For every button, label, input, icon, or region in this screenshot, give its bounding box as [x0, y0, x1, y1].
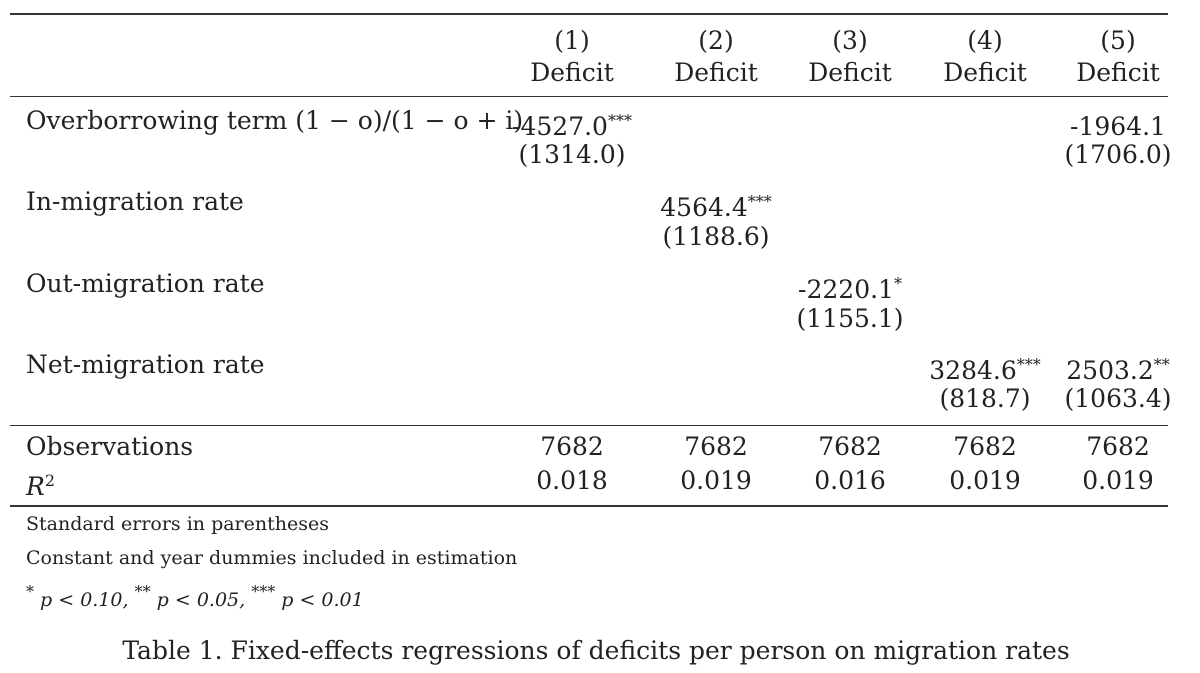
col-3-number: (3)	[832, 26, 868, 55]
r-squared-value: 0.018	[536, 466, 608, 495]
col-3-dep-var: Deficit	[808, 58, 892, 87]
se-cell: (1188.6)	[662, 222, 770, 251]
r-squared-value: 0.019	[1082, 466, 1154, 495]
col-4-dep-var: Deficit	[943, 58, 1027, 87]
top-rule	[10, 13, 1168, 15]
coef-cell: 4564.4***	[660, 192, 772, 222]
col-2-number: (2)	[698, 26, 734, 55]
significance-stars: **	[1153, 355, 1170, 374]
col-4-number: (4)	[967, 26, 1003, 55]
significance-stars: *	[893, 274, 902, 293]
observations-value: 7682	[818, 432, 882, 461]
coef-cell: 3284.6***	[929, 355, 1041, 385]
body-rule	[10, 425, 1168, 426]
col-2-dep-var: Deficit	[674, 58, 758, 87]
header-rule	[10, 96, 1168, 97]
coef-cell: 2503.2**	[1066, 355, 1170, 385]
row-label-net-migration: Net-migration rate	[26, 350, 265, 379]
se-cell: (1706.0)	[1064, 140, 1172, 169]
r-squared-value: 0.016	[814, 466, 886, 495]
col-1-dep-var: Deficit	[530, 58, 614, 87]
r-squared-value: 0.019	[680, 466, 752, 495]
row-label-overborrowing: Overborrowing term (1 − o)/(1 − o + i)	[26, 106, 524, 135]
coef-cell: -1964.1	[1070, 112, 1166, 141]
observations-value: 7682	[953, 432, 1017, 461]
r-squared-label: R2	[26, 471, 56, 501]
row-label-out-migration: Out-migration rate	[26, 269, 265, 298]
note-standard-errors: Standard errors in parentheses	[26, 513, 329, 535]
se-cell: (818.7)	[939, 384, 1031, 413]
significance-stars: ***	[1016, 355, 1041, 374]
note-significance-levels: * p < 0.10, ** p < 0.05, *** p < 0.01	[26, 582, 364, 611]
r-squared-value: 0.019	[949, 466, 1021, 495]
col-5-number: (5)	[1100, 26, 1136, 55]
significance-stars: ***	[607, 111, 632, 130]
observations-value: 7682	[540, 432, 604, 461]
row-label-in-migration: In-migration rate	[26, 187, 244, 216]
se-cell: (1155.1)	[796, 304, 904, 333]
coef-cell: -4527.0***	[512, 111, 632, 141]
table-caption: Table 1. Fixed-effects regressions of de…	[122, 636, 1070, 665]
observations-value: 7682	[1086, 432, 1150, 461]
se-cell: (1314.0)	[518, 140, 626, 169]
bottom-rule	[10, 505, 1168, 507]
observations-value: 7682	[684, 432, 748, 461]
coef-cell: -2220.1*	[798, 274, 902, 304]
significance-stars: ***	[747, 192, 772, 211]
col-5-dep-var: Deficit	[1076, 58, 1160, 87]
note-constant-dummies: Constant and year dummies included in es…	[26, 547, 518, 569]
col-1-number: (1)	[554, 26, 590, 55]
observations-label: Observations	[26, 432, 194, 461]
se-cell: (1063.4)	[1064, 384, 1172, 413]
